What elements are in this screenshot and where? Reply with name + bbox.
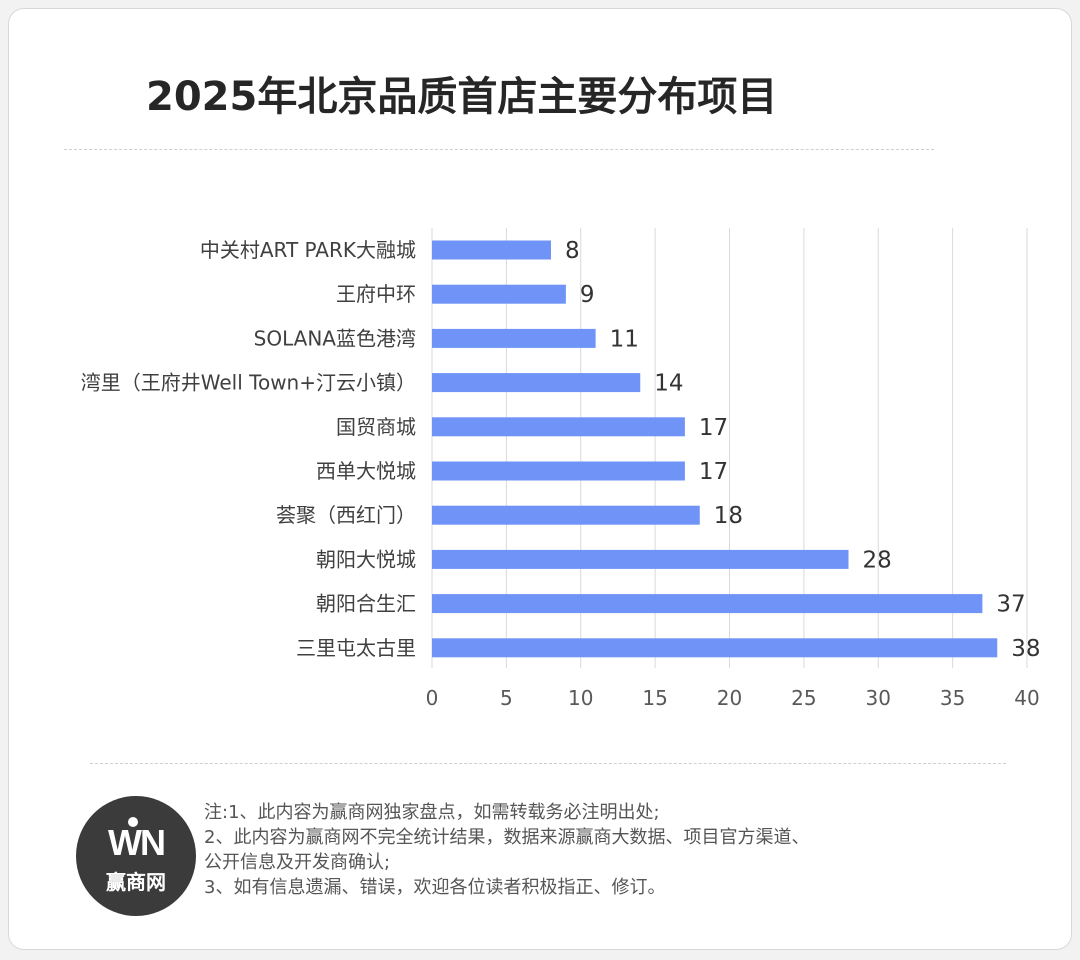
category-label: 荟聚（西红门） — [276, 503, 416, 527]
title-divider — [64, 149, 934, 150]
x-tick-label: 0 — [426, 686, 439, 710]
x-tick-label: 15 — [642, 686, 667, 710]
x-tick-label: 35 — [940, 686, 965, 710]
category-label: 朝阳合生汇 — [316, 592, 416, 616]
bar — [432, 284, 566, 304]
data-label: 17 — [699, 415, 728, 441]
bar-chart: 0 5 10 15 20 25 30 35 40 中关村ART PARK大融城 8 王府中环 9 SOLA… — [81, 228, 1041, 710]
data-label: 8 — [565, 238, 580, 264]
bar — [432, 505, 700, 525]
x-tick-label: 20 — [717, 686, 742, 710]
category-label: 中关村ART PARK大融城 — [200, 238, 416, 262]
footnote-line: 注:1、此内容为赢商网独家盘点，如需转载务必注明出处; — [204, 802, 660, 823]
data-label: 18 — [714, 503, 743, 529]
x-tick-label: 25 — [791, 686, 816, 710]
footer-divider — [90, 763, 1006, 764]
bar — [432, 461, 685, 481]
category-label: 湾里（王府井Well Town+汀云小镇） — [81, 371, 416, 395]
bar — [432, 240, 551, 260]
category-label: SOLANA蓝色港湾 — [254, 326, 416, 350]
category-label: 国贸商城 — [336, 415, 416, 439]
data-label: 9 — [580, 282, 595, 308]
bar — [432, 638, 998, 658]
category-label: 王府中环 — [336, 282, 416, 306]
footnote-line: 2、此内容为赢商网不完全统计结果，数据来源赢商大数据、项目官方渠道、 — [204, 827, 810, 848]
data-label: 11 — [610, 326, 639, 352]
logo-dot-icon — [128, 817, 138, 827]
logo-text: 赢商网 — [106, 870, 166, 894]
footnote-line: 公开信息及开发商确认; — [204, 852, 391, 873]
bar — [432, 417, 685, 437]
footnote-line: 3、如有信息遗漏、错误，欢迎各位读者积极指正、修订。 — [204, 877, 666, 898]
bar — [432, 373, 641, 393]
data-label: 28 — [863, 547, 892, 573]
category-label: 三里屯太古里 — [296, 636, 416, 660]
x-tick-label: 10 — [568, 686, 593, 710]
x-tick-label: 5 — [500, 686, 513, 710]
logo-mark: WN — [108, 822, 166, 863]
bar — [432, 594, 983, 614]
x-tick-label: 40 — [1014, 686, 1039, 710]
chart-title: 2025年北京品质首店主要分布项目 — [146, 74, 778, 120]
bar — [432, 549, 849, 569]
brand-logo: WN 赢商网 — [76, 796, 196, 916]
bar — [432, 328, 596, 348]
data-label: 17 — [699, 459, 728, 485]
data-label: 14 — [654, 371, 683, 397]
category-label: 朝阳大悦城 — [316, 547, 416, 571]
footnotes: 注:1、此内容为赢商网独家盘点，如需转载务必注明出处; 2、此内容为赢商网不完全… — [204, 800, 1024, 900]
data-label: 38 — [1011, 636, 1040, 662]
x-tick-label: 30 — [866, 686, 891, 710]
data-label: 37 — [996, 592, 1025, 618]
category-label: 西单大悦城 — [316, 459, 416, 483]
